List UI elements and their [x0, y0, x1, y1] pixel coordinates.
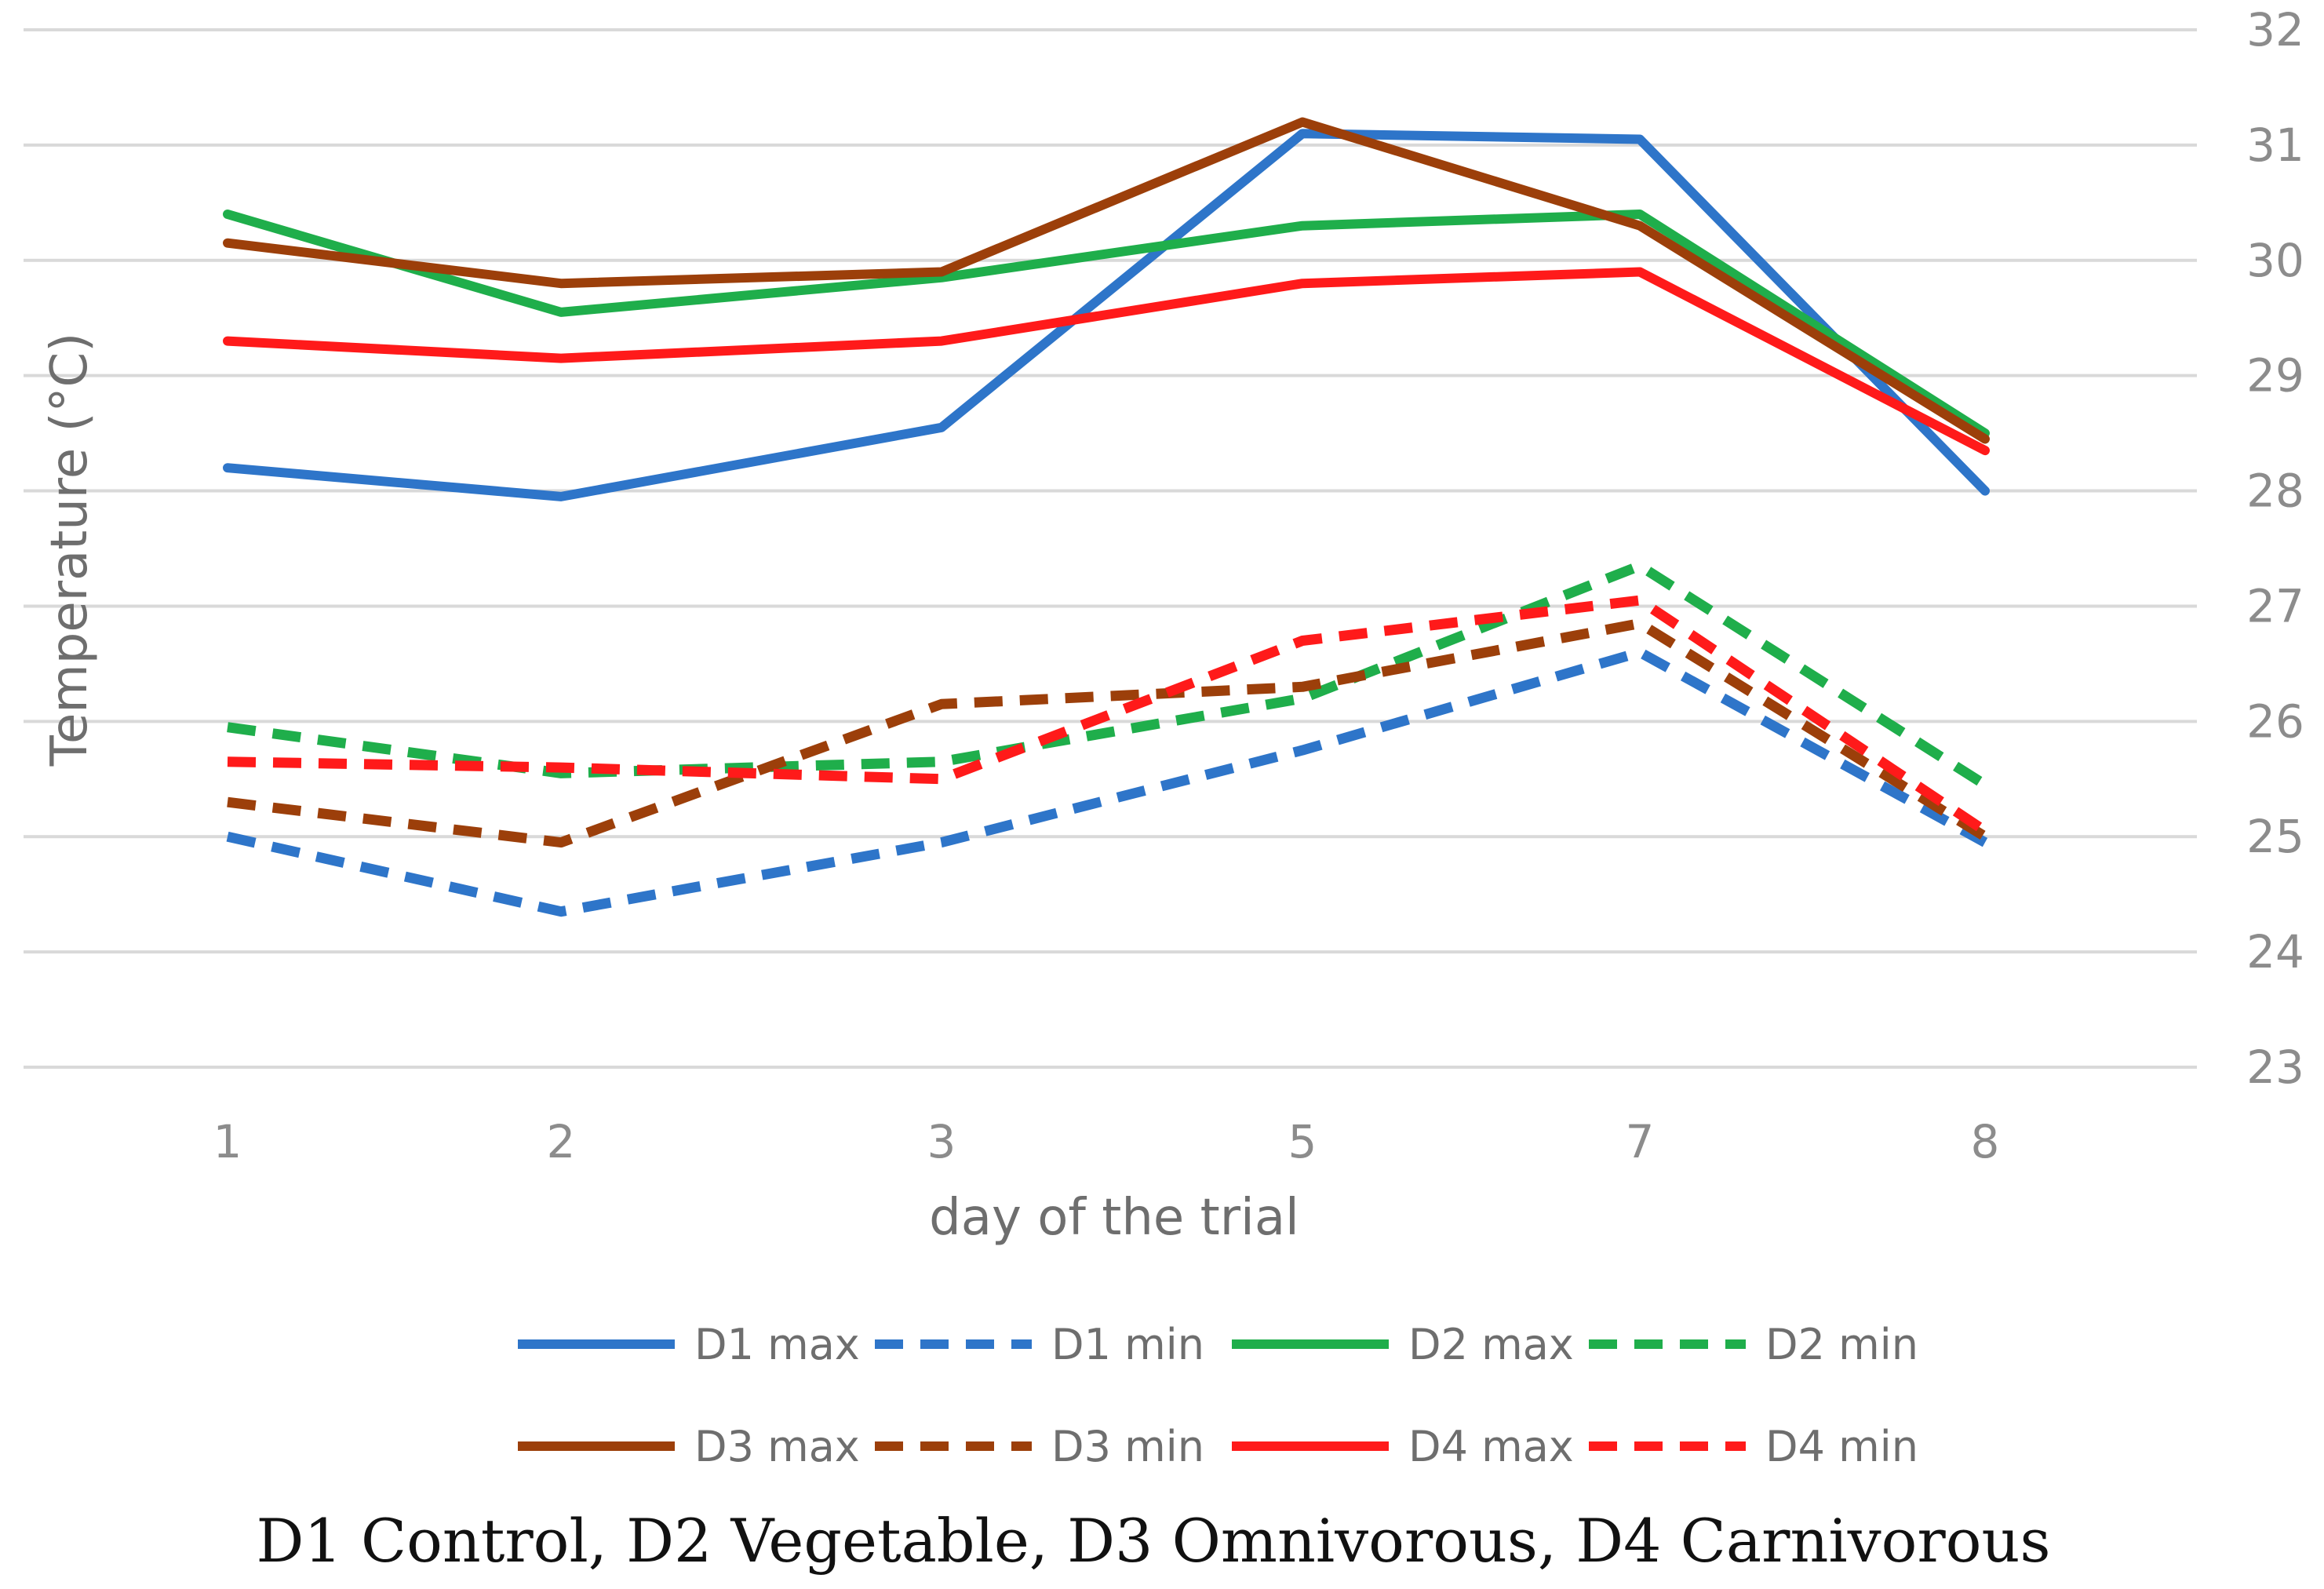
y-tick-label: 27 — [2246, 579, 2304, 632]
series-line-d3-max — [223, 117, 1990, 444]
legend-label: D4 min — [1765, 1422, 1918, 1471]
series-line-d3-min — [227, 618, 1988, 848]
legend-label: D1 max — [694, 1320, 860, 1369]
x-axis-ticks: 1 2 3 5 7 8 — [213, 1115, 2000, 1168]
x-tick-label: 5 — [1288, 1115, 1317, 1168]
series-line-d4-min — [227, 595, 1988, 836]
series-line-d2-min — [227, 560, 1988, 789]
y-tick-label: 28 — [2246, 465, 2304, 518]
series-line-d1-min — [226, 647, 1988, 917]
y-axis-title: Temperature (°C) — [41, 333, 99, 767]
y-tick-label: 24 — [2246, 925, 2304, 979]
y-tick-label: 29 — [2246, 349, 2304, 403]
legend-label: D1 min — [1051, 1320, 1204, 1369]
y-axis-ticks: 23 24 25 26 27 28 29 30 31 32 — [2246, 3, 2304, 1094]
y-tick-label: 26 — [2246, 694, 2304, 748]
legend-label: D2 max — [1408, 1320, 1574, 1369]
series-line-d2-max — [223, 210, 1990, 439]
x-tick-label: 2 — [547, 1115, 576, 1168]
x-tick-label: 8 — [1971, 1115, 2000, 1168]
x-axis-title: day of the trial — [929, 1189, 1299, 1247]
series-line-d4-max — [223, 267, 1990, 456]
y-tick-label: 32 — [2246, 3, 2304, 56]
x-tick-label: 3 — [927, 1115, 956, 1168]
gridlines — [24, 28, 2197, 1069]
x-tick-label: 1 — [213, 1115, 242, 1168]
series-lines — [223, 117, 1990, 917]
legend-label: D3 max — [694, 1422, 860, 1471]
legend-label: D3 min — [1051, 1422, 1204, 1471]
legend: D1 max D1 min D2 max D2 min D3 max D3 min D4 m… — [518, 1320, 1918, 1471]
x-tick-label: 7 — [1626, 1115, 1655, 1168]
y-tick-label: 23 — [2246, 1041, 2304, 1094]
chart-caption: D1 Control, D2 Vegetable, D3 Omnivorous,… — [257, 1506, 2051, 1576]
y-tick-label: 31 — [2246, 118, 2304, 172]
series-line-d1-max — [223, 129, 1990, 501]
y-tick-label: 25 — [2246, 810, 2304, 863]
y-tick-label: 30 — [2246, 234, 2304, 287]
legend-label: D4 max — [1408, 1422, 1574, 1471]
legend-label: D2 min — [1765, 1320, 1918, 1369]
